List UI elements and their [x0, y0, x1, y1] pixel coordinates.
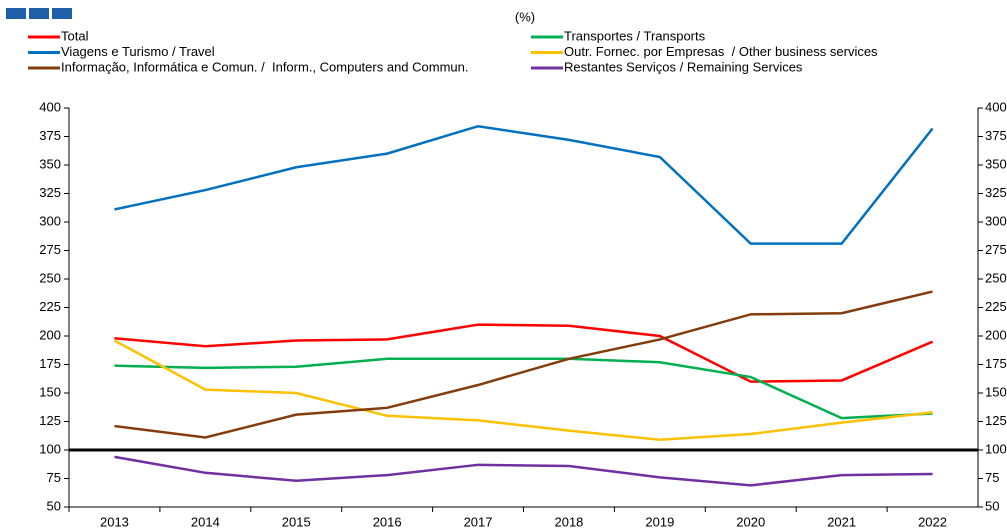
y-tick-label: 50 — [47, 498, 61, 513]
y-tick-label: 200 — [39, 327, 61, 342]
y-tick-label: 275 — [39, 242, 61, 257]
y-tick-label: 225 — [39, 299, 61, 314]
y-tick-label: 125 — [39, 413, 61, 428]
y2-tick-label: 275 — [985, 242, 1007, 257]
y-tick-label: 100 — [39, 441, 61, 456]
x-tick-label: 2020 — [736, 514, 765, 529]
y-tick-label: 175 — [39, 356, 61, 371]
y2-tick-label: 50 — [985, 498, 999, 513]
y2-tick-label: 250 — [985, 270, 1007, 285]
x-tick-label: 2019 — [645, 514, 674, 529]
logo-block — [6, 8, 26, 19]
legend-label: Restantes Serviços / Remaining Services — [564, 59, 803, 74]
y-tick-label: 75 — [47, 470, 61, 485]
y-tick-label: 300 — [39, 213, 61, 228]
y2-tick-label: 75 — [985, 470, 999, 485]
y2-tick-label: 225 — [985, 299, 1007, 314]
y-tick-label: 375 — [39, 128, 61, 143]
legend-label: Outr. Fornec. por Empresas / Other busin… — [564, 44, 878, 59]
x-tick-label: 2013 — [100, 514, 129, 529]
series-line — [113, 339, 933, 441]
legend-label: Viagens e Turismo / Travel — [61, 44, 215, 59]
y2-tick-label: 175 — [985, 356, 1007, 371]
logo-block — [29, 8, 49, 19]
y2-tick-label: 325 — [985, 185, 1007, 200]
legend-label: Total — [61, 28, 89, 43]
x-tick-label: 2016 — [373, 514, 402, 529]
x-tick-label: 2018 — [554, 514, 583, 529]
series-line — [114, 124, 934, 245]
y2-tick-label: 375 — [985, 128, 1007, 143]
y2-tick-label: 400 — [985, 99, 1007, 114]
y-tick-label: 325 — [39, 185, 61, 200]
y-tick-label: 400 — [39, 99, 61, 114]
y2-tick-label: 200 — [985, 327, 1007, 342]
x-tick-label: 2022 — [918, 514, 947, 529]
series-line — [114, 290, 933, 439]
y2-tick-label: 125 — [985, 413, 1007, 428]
y-tick-label: 250 — [39, 270, 61, 285]
series-line — [114, 357, 933, 420]
legend-label: Transportes / Transports — [564, 28, 706, 43]
x-tick-label: 2015 — [282, 514, 311, 529]
chart-subtitle: (%) — [515, 9, 535, 24]
x-tick-label: 2014 — [191, 514, 220, 529]
y-tick-label: 350 — [39, 156, 61, 171]
legend-label: Informação, Informática e Comun. / Infor… — [61, 59, 469, 74]
y2-tick-label: 300 — [985, 213, 1007, 228]
series-line — [114, 455, 933, 487]
y2-tick-label: 150 — [985, 384, 1007, 399]
y2-tick-label: 350 — [985, 156, 1007, 171]
logo-block — [52, 8, 72, 19]
y-tick-label: 150 — [39, 384, 61, 399]
y2-tick-label: 100 — [985, 441, 1007, 456]
x-tick-label: 2021 — [827, 514, 856, 529]
series-line — [114, 323, 934, 383]
x-tick-label: 2017 — [464, 514, 493, 529]
